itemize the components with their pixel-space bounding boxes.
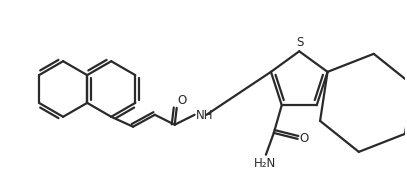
Text: O: O: [300, 132, 309, 145]
Text: NH: NH: [195, 109, 213, 122]
Text: H₂N: H₂N: [254, 157, 276, 170]
Text: O: O: [178, 94, 187, 107]
Text: S: S: [297, 36, 304, 49]
